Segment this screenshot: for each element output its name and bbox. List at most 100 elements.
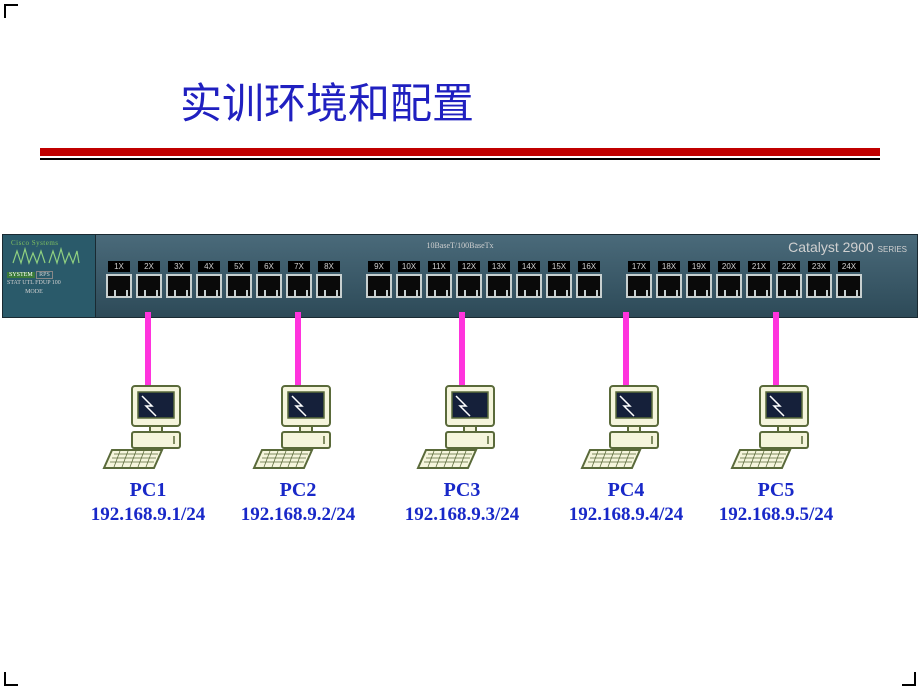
switch-port-14: 14X	[515, 261, 543, 298]
pc-ip: 192.168.9.5/24	[719, 503, 834, 527]
desktop-pc-icon	[102, 384, 194, 470]
ethernet-cable	[459, 312, 465, 390]
pc-label: PC1 192.168.9.1/24	[91, 478, 206, 527]
port-number-label: 13X	[488, 261, 510, 272]
desktop-pc-icon	[730, 384, 822, 470]
port-number-label: 8X	[318, 261, 340, 272]
pc-label: PC2 192.168.9.2/24	[241, 478, 356, 527]
switch-port-strip: 1X2X3X4X5X6X7X8X9X10X11X12X13X14X15X16X1…	[105, 261, 907, 309]
port-number-label: 23X	[808, 261, 830, 272]
port-group: 17X 18X 19X 20X 21X 22X 23X 24X	[625, 261, 863, 298]
port-number-label: 5X	[228, 261, 250, 272]
network-switch: Cisco Systems SYSTEM RPS STAT UTL FDUP 1…	[2, 234, 918, 318]
pc-ip: 192.168.9.3/24	[405, 503, 520, 527]
switch-port-16: 16X	[575, 261, 603, 298]
pc-name: PC3	[405, 478, 520, 503]
switch-port-12: 12X	[455, 261, 483, 298]
rj45-jack-icon	[516, 274, 542, 298]
port-number-label: 16X	[578, 261, 600, 272]
pc-label: PC3 192.168.9.3/24	[405, 478, 520, 527]
rj45-jack-icon	[196, 274, 222, 298]
port-group: 1X2X3X4X5X6X7X8X	[105, 261, 343, 298]
switch-model-label: Catalyst 2900 SERIES	[788, 239, 907, 255]
switch-brand: Cisco Systems	[11, 239, 59, 247]
desktop-pc-icon	[580, 384, 672, 470]
pc-node: PC1 192.168.9.1/24	[73, 384, 223, 527]
pc-node: PC4 192.168.9.4/24	[551, 384, 701, 527]
pc-ip: 192.168.9.2/24	[241, 503, 356, 527]
switch-port-type-label: 10BaseT/100BaseTx	[426, 241, 493, 250]
switch-port-15: 15X	[545, 261, 573, 298]
port-number-label: 3X	[168, 261, 190, 272]
port-number-label: 9X	[368, 261, 390, 272]
switch-port-5: 5X	[225, 261, 253, 298]
switch-port-7: 7X	[285, 261, 313, 298]
corner-marker-bl	[4, 666, 24, 686]
rj45-jack-icon	[686, 274, 712, 298]
switch-port-22: 22X	[775, 261, 803, 298]
switch-port-2: 2X	[135, 261, 163, 298]
title-rule	[40, 148, 880, 156]
pc-name: PC2	[241, 478, 356, 503]
pc-node: PC5 192.168.9.5/24	[701, 384, 851, 527]
port-number-label: 7X	[288, 261, 310, 272]
port-number-label: 22X	[778, 261, 800, 272]
switch-port-3: 3X	[165, 261, 193, 298]
rj45-jack-icon	[366, 274, 392, 298]
port-group: 9X10X11X12X13X14X15X16X	[365, 261, 603, 298]
port-number-label: 24X	[838, 261, 860, 272]
page-title: 实训环境和配置	[180, 70, 474, 131]
pc-name: PC5	[719, 478, 834, 503]
rj45-jack-icon	[716, 274, 742, 298]
port-number-label: 17X	[628, 261, 650, 272]
switch-port-19: 19X	[685, 261, 713, 298]
rj45-jack-icon	[626, 274, 652, 298]
switch-port-17: 17X	[625, 261, 653, 298]
rj45-jack-icon	[286, 274, 312, 298]
rj45-jack-icon	[316, 274, 342, 298]
switch-port-1: 1X	[105, 261, 133, 298]
rj45-jack-icon	[746, 274, 772, 298]
pc-name: PC4	[569, 478, 684, 503]
pc-name: PC1	[91, 478, 206, 503]
ethernet-cable	[623, 312, 629, 390]
port-number-label: 2X	[138, 261, 160, 272]
rj45-jack-icon	[656, 274, 682, 298]
corner-marker-tl	[4, 4, 24, 24]
port-number-label: 20X	[718, 261, 740, 272]
rj45-jack-icon	[166, 274, 192, 298]
rj45-jack-icon	[486, 274, 512, 298]
rj45-jack-icon	[106, 274, 132, 298]
desktop-pc-icon	[252, 384, 344, 470]
switch-wave-icon	[11, 247, 81, 265]
ethernet-cable	[773, 312, 779, 390]
rj45-jack-icon	[776, 274, 802, 298]
switch-port-21: 21X	[745, 261, 773, 298]
port-number-label: 15X	[548, 261, 570, 272]
switch-side-panel: Cisco Systems SYSTEM RPS STAT UTL FDUP 1…	[3, 235, 96, 317]
port-number-label: 10X	[398, 261, 420, 272]
port-number-label: 18X	[658, 261, 680, 272]
port-number-label: 12X	[458, 261, 480, 272]
rj45-jack-icon	[456, 274, 482, 298]
switch-port-23: 23X	[805, 261, 833, 298]
rj45-jack-icon	[426, 274, 452, 298]
port-number-label: 6X	[258, 261, 280, 272]
pc-label: PC5 192.168.9.5/24	[719, 478, 834, 527]
pc-label: PC4 192.168.9.4/24	[569, 478, 684, 527]
switch-port-18: 18X	[655, 261, 683, 298]
rj45-jack-icon	[226, 274, 252, 298]
ethernet-cable	[295, 312, 301, 390]
rj45-jack-icon	[136, 274, 162, 298]
switch-port-9: 9X	[365, 261, 393, 298]
switch-side-labels: SYSTEM RPS STAT UTL FDUP 100 MODE	[7, 271, 61, 296]
port-number-label: 21X	[748, 261, 770, 272]
switch-port-13: 13X	[485, 261, 513, 298]
corner-marker-br	[896, 666, 916, 686]
port-number-label: 1X	[108, 261, 130, 272]
switch-port-8: 8X	[315, 261, 343, 298]
pc-node: PC2 192.168.9.2/24	[223, 384, 373, 527]
switch-port-10: 10X	[395, 261, 423, 298]
ethernet-cable	[145, 312, 151, 390]
port-number-label: 19X	[688, 261, 710, 272]
